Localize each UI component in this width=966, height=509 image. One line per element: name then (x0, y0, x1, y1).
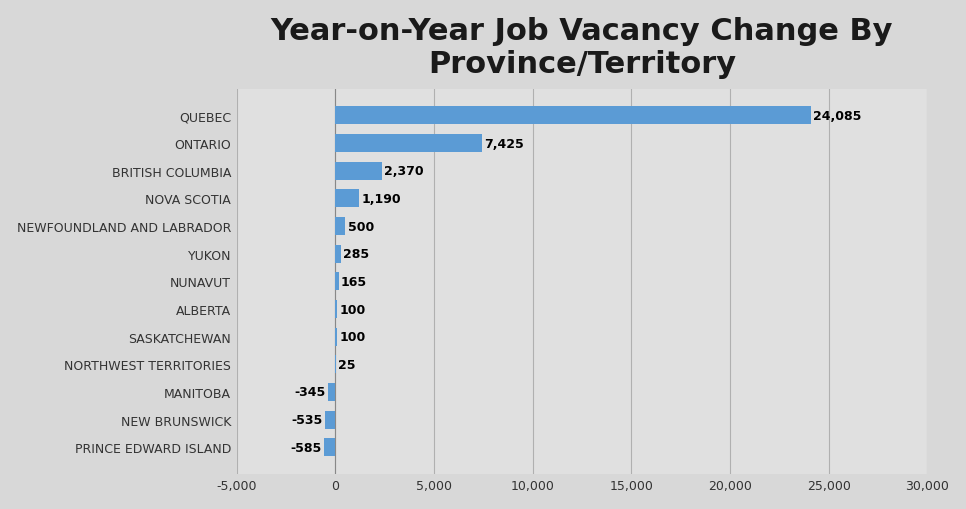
Title: Year-on-Year Job Vacancy Change By
Province/Territory: Year-on-Year Job Vacancy Change By Provi… (270, 17, 894, 79)
Bar (335, 162, 383, 180)
Bar (335, 273, 338, 291)
Bar (325, 411, 335, 429)
Bar (335, 190, 358, 208)
Text: 165: 165 (341, 275, 367, 288)
Bar (335, 300, 337, 318)
Bar (324, 438, 335, 457)
Text: 25: 25 (338, 358, 355, 371)
Text: 24,085: 24,085 (813, 110, 862, 123)
Bar (335, 245, 341, 263)
Text: -585: -585 (290, 441, 322, 454)
Bar (335, 135, 482, 153)
Text: -345: -345 (295, 386, 327, 399)
Text: 7,425: 7,425 (484, 137, 524, 150)
Bar (335, 328, 337, 346)
Bar (328, 383, 335, 401)
Bar (335, 107, 810, 125)
Text: 500: 500 (348, 220, 374, 233)
Text: 2,370: 2,370 (384, 165, 424, 178)
Text: 1,190: 1,190 (361, 192, 401, 206)
Text: 285: 285 (343, 248, 369, 261)
Text: 100: 100 (340, 303, 366, 316)
Bar (335, 218, 345, 236)
Text: -535: -535 (291, 413, 323, 427)
Text: 100: 100 (340, 330, 366, 344)
